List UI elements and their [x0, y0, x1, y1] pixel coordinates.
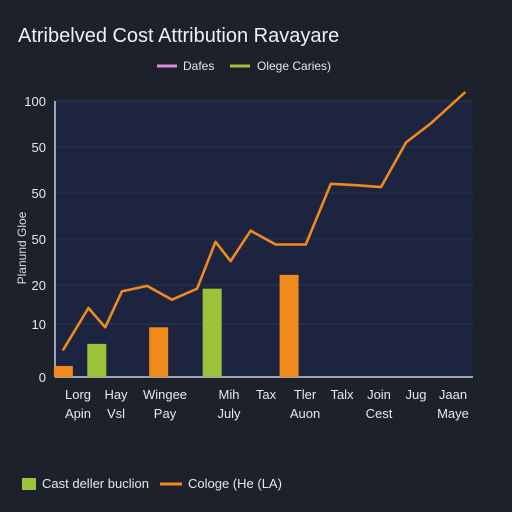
bar — [202, 288, 222, 377]
y-tick-label: 50 — [32, 186, 46, 201]
line-series — [62, 91, 466, 351]
series-line — [62, 91, 466, 351]
bar — [53, 365, 73, 377]
x-tick-label-top: Join — [367, 387, 391, 402]
legend-top: Dafes Olege Caries) — [157, 59, 331, 73]
x-tick-label-bottom: Apin — [65, 406, 91, 421]
y-tick-label: 100 — [24, 94, 46, 109]
x-tick-label-bottom: Pay — [154, 406, 177, 421]
x-tick-label-top: Mih — [219, 387, 240, 402]
legend-label: Dafes — [183, 59, 214, 73]
legend-bottom: Cast deller buclion Cologe (He (LA) — [22, 476, 282, 491]
y-tick-label: 0 — [39, 370, 46, 385]
legend-label: Cologe (He (LA) — [188, 476, 282, 491]
x-tick-label-bottom: Cest — [366, 406, 393, 421]
bar — [87, 343, 107, 377]
x-tick-label-top: Lorg — [65, 387, 91, 402]
legend-label: Olege Caries) — [257, 59, 331, 73]
y-tick-label: 50 — [32, 232, 46, 247]
bar — [279, 274, 299, 377]
bars — [53, 274, 299, 377]
x-tick-label-top: Tler — [294, 387, 317, 402]
x-tick-label-top: Wingee — [143, 387, 187, 402]
x-tick-label-top: Talx — [330, 387, 354, 402]
y-axis-label: Planund Gloe — [15, 211, 29, 284]
x-tick-label-top: Jug — [406, 387, 427, 402]
x-tick-labels: Lorg Apin Hay Vsl Wingee Pay Mih July Tax Tler Auo… — [65, 387, 469, 421]
bar — [149, 327, 169, 377]
y-tick-label: 10 — [32, 317, 46, 332]
x-tick-label-top: Tax — [256, 387, 277, 402]
x-tick-label-top: Hay — [104, 387, 128, 402]
x-tick-label-bottom: Auon — [290, 406, 320, 421]
x-tick-label-bottom: Maye — [437, 406, 469, 421]
legend-label: Cast deller buclion — [42, 476, 149, 491]
y-tick-label: 20 — [32, 278, 46, 293]
x-tick-label-bottom: July — [217, 406, 241, 421]
chart-title: Atribelved Cost Attribution Ravayare — [18, 25, 339, 47]
x-tick-label-top: Jaan — [439, 387, 467, 402]
legend-swatch — [22, 478, 36, 490]
y-tick-label: 50 — [32, 140, 46, 155]
x-tick-label-bottom: Vsl — [107, 406, 125, 421]
